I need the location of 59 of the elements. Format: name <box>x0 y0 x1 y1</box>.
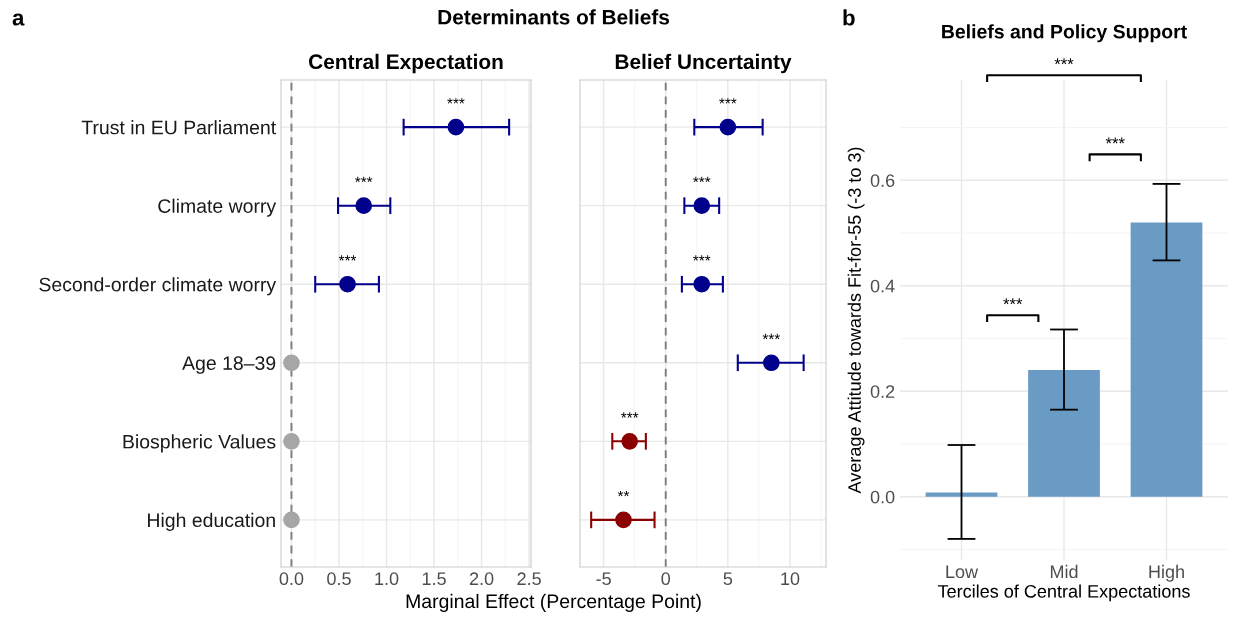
point <box>283 432 300 450</box>
x-tick-label: High <box>1149 564 1184 582</box>
annotation: ** <box>617 490 630 497</box>
annotation: *** <box>719 98 737 104</box>
annotation: *** <box>447 98 465 104</box>
point <box>693 275 711 293</box>
y-tick-label: 0.0 <box>870 490 895 504</box>
x-tick-label: Low <box>946 565 979 579</box>
y-tick-label: Biospheric Values <box>123 434 276 453</box>
annotation: *** <box>762 333 781 340</box>
point <box>615 511 632 529</box>
annotation: *** <box>1105 137 1125 144</box>
x-axis-title: Marginal Effect (Percentage Point) <box>406 593 701 612</box>
chart-title: Beliefs and Policy Support <box>942 24 1187 43</box>
point <box>621 432 639 450</box>
x-tick-label: 2.5 <box>517 572 541 586</box>
x-tick-label: 0.5 <box>327 572 351 586</box>
chart-title: Belief Uncertainty <box>615 53 792 74</box>
x-tick-label: -5 <box>596 572 611 586</box>
x-tick-label: 0.0 <box>279 572 304 586</box>
x-tick-label: 0 <box>661 572 671 586</box>
annotation: *** <box>1003 298 1023 305</box>
x-axis-title: Terciles of Central Expectations <box>937 584 1190 602</box>
annotation: *** <box>338 255 357 261</box>
y-tick-label: Climate worry <box>158 198 277 217</box>
x-tick-label: Mid <box>1050 564 1078 579</box>
point <box>355 197 373 215</box>
x-tick-label: 1.0 <box>375 572 399 586</box>
annotation: *** <box>621 412 639 418</box>
y-tick-label: 0.6 <box>870 174 895 187</box>
text: *** <box>1054 58 1074 65</box>
text: Determinants of Beliefs <box>438 9 669 25</box>
point <box>339 275 356 293</box>
annotation: *** <box>693 255 711 261</box>
x-tick-label: 2.0 <box>469 572 494 586</box>
point <box>762 354 780 372</box>
text: b <box>843 9 855 26</box>
point <box>693 197 711 215</box>
y-tick-label: Trust in EU Parliament <box>81 120 276 135</box>
annotation: *** <box>693 176 711 183</box>
y-tick-label: 0.2 <box>870 385 895 398</box>
point <box>283 511 300 529</box>
y-tick-label: High education <box>148 512 275 531</box>
x-tick-label: 5 <box>723 572 733 586</box>
bar <box>925 492 998 497</box>
annotation: *** <box>355 176 373 183</box>
x-tick-label: 10 <box>781 572 800 586</box>
y-tick-label: 0.4 <box>870 279 895 293</box>
point <box>719 118 737 136</box>
y-tick-label: Age 18–39 <box>182 356 276 374</box>
point <box>447 118 465 136</box>
y-axis-title: Average Attitude towards Fit-for-55 (-3 to 3) <box>847 147 865 494</box>
text: a <box>12 13 25 26</box>
point <box>283 354 300 372</box>
y-tick-label: Second-order climate worry <box>39 277 277 296</box>
bar <box>1130 222 1203 497</box>
bar <box>1028 370 1100 497</box>
x-tick-label: 1.5 <box>422 572 446 586</box>
chart-title: Central Expectation <box>309 53 503 74</box>
